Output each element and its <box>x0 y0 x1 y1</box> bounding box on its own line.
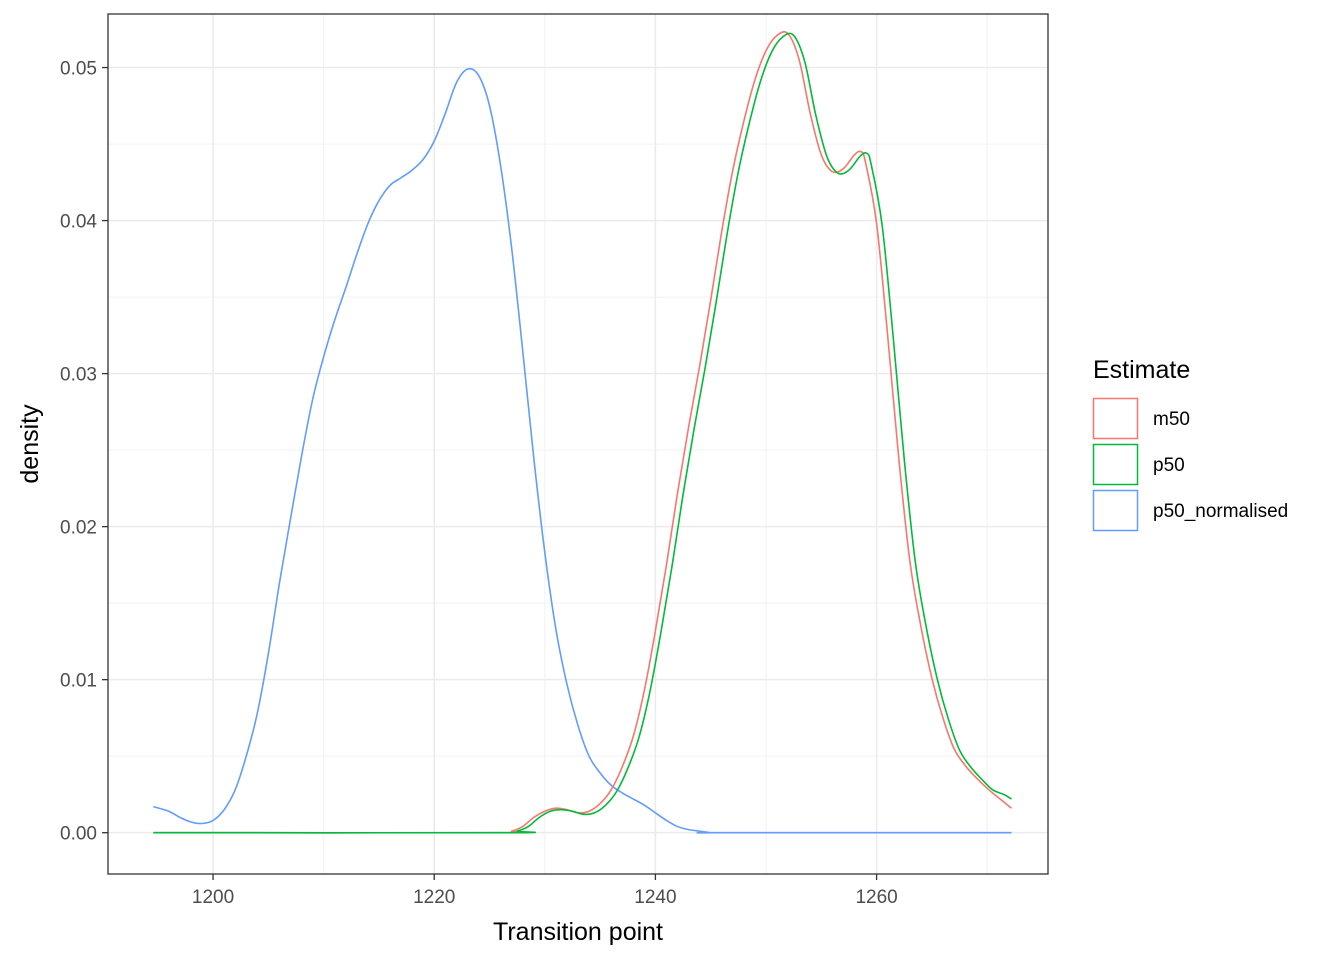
series-lines <box>153 31 1013 834</box>
legend-title: Estimate <box>1093 356 1190 384</box>
legend: Estimate m50 p50 p50_normalised <box>1092 356 1288 532</box>
panel-background <box>108 14 1048 874</box>
x-tick-label: 1260 <box>855 887 897 908</box>
legend-key-m50 <box>1092 397 1139 440</box>
y-tick-label: 0.03 <box>60 365 97 386</box>
series-line-p50-normalised <box>153 67 1012 834</box>
y-tick-label: 0.05 <box>60 59 97 80</box>
x-axis: 1200 1220 1240 1260 <box>192 874 898 908</box>
legend-key-p50 <box>1092 443 1139 486</box>
y-tick-label: 0.01 <box>60 671 97 692</box>
y-tick-label: 0.00 <box>60 824 97 845</box>
y-tick-label: 0.04 <box>60 212 97 233</box>
y-axis: 0.00 0.01 0.02 0.03 0.04 0.05 <box>60 59 108 845</box>
y-tick-label: 0.02 <box>60 518 97 539</box>
series-line-p50 <box>153 32 1012 834</box>
legend-key-p50-normalised <box>1092 489 1139 532</box>
legend-label: p50_normalised <box>1153 501 1288 522</box>
x-axis-title: Transition point <box>493 918 663 946</box>
legend-label: m50 <box>1153 409 1190 430</box>
x-tick-label: 1200 <box>192 887 234 908</box>
major-gridlines <box>108 14 1048 874</box>
y-axis-title: density <box>16 404 44 484</box>
minor-gridlines <box>108 14 1048 874</box>
legend-label: p50 <box>1153 455 1185 476</box>
x-tick-label: 1220 <box>413 887 455 908</box>
x-tick-label: 1240 <box>634 887 676 908</box>
panel-border <box>107 13 1049 875</box>
